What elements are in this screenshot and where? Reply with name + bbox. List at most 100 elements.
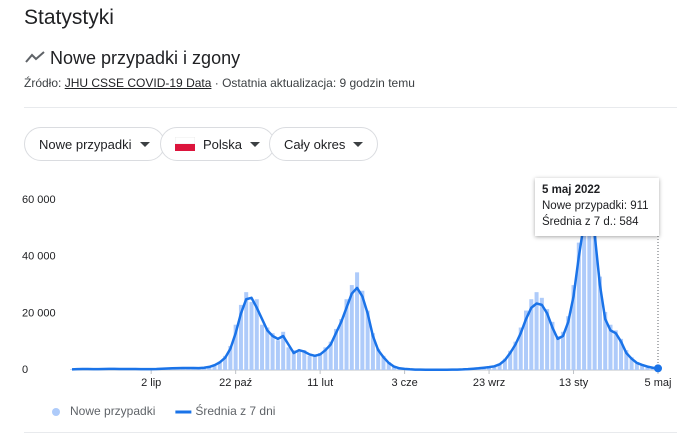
bar [582, 207, 587, 370]
bar [360, 290, 365, 370]
section-title: Nowe przypadki i zgony [50, 48, 241, 68]
source-link[interactable]: JHU CSSE COVID-19 Data [64, 76, 212, 90]
bar [370, 333, 375, 370]
y-tick-label: 40 000 [22, 251, 56, 263]
metric-dropdown[interactable]: Nowe przypadki [24, 127, 165, 161]
tooltip-value: 584 [619, 216, 639, 228]
source-line: Źródło: JHU CSSE COVID-19 Data · Ostatni… [24, 76, 415, 90]
tooltip-value: 911 [630, 200, 649, 212]
y-tick-label: 60 000 [22, 194, 56, 206]
bar [613, 330, 618, 370]
x-tick-label: 11 lut [307, 377, 333, 389]
bar [328, 341, 333, 370]
bar [302, 350, 307, 370]
bar [381, 355, 386, 370]
period-dropdown[interactable]: Cały okres [269, 127, 379, 161]
bar [502, 358, 507, 370]
x-tick-label: 13 sty [559, 377, 589, 389]
bar [624, 350, 629, 370]
bar [571, 285, 576, 370]
bar [629, 357, 634, 370]
bar [597, 276, 602, 370]
legend-label: Średnia z 7 dni [195, 403, 275, 418]
y-tick-label: 20 000 [22, 307, 56, 319]
bar [355, 272, 360, 370]
legend-swatch [52, 408, 60, 416]
dropdown-label: Nowe przypadki [39, 136, 132, 152]
dropdown-label: Cały okres [284, 136, 346, 152]
bar [555, 336, 560, 370]
bar [550, 321, 555, 370]
bar [645, 366, 650, 370]
bar [566, 316, 571, 370]
bar [212, 364, 217, 370]
tooltip-label: Nowe przypadki: [542, 200, 628, 212]
bar [254, 299, 259, 370]
bar [291, 350, 296, 370]
bar [323, 347, 328, 370]
dropdown-label: Polska [203, 136, 243, 152]
bar [70, 369, 74, 370]
bar [592, 219, 597, 370]
update-info: · Ostatnia aktualizacja: 9 godzin temu [214, 76, 415, 90]
bar [524, 310, 529, 370]
bar [217, 361, 222, 370]
source-label: Źródło: [24, 76, 62, 90]
bar [312, 354, 317, 370]
bar [260, 324, 265, 370]
bar [318, 353, 323, 370]
x-tick-label: 22 paź [219, 377, 252, 389]
x-tick-label: 5 maj [645, 377, 672, 389]
bar [634, 362, 639, 370]
bar [518, 327, 523, 370]
bar [603, 311, 608, 370]
bar [339, 319, 344, 370]
y-tick-label: 0 [22, 364, 28, 376]
legend-label: Nowe przypadki [70, 404, 155, 418]
bar [497, 363, 502, 370]
x-tick-label: 3 cze [391, 377, 417, 389]
bar [534, 292, 539, 370]
line [71, 210, 659, 371]
bar [386, 362, 391, 370]
bar [508, 350, 513, 370]
bar [392, 366, 397, 370]
bar [492, 365, 497, 370]
bar [265, 327, 270, 370]
bar [244, 292, 249, 370]
tooltip: 5 maj 2022 Nowe przypadki: 911 Średnia z… [535, 178, 659, 236]
bar [560, 331, 565, 370]
x-tick-label: 2 lip [141, 377, 161, 389]
bar [297, 351, 302, 370]
bar [587, 225, 592, 370]
bar [619, 338, 624, 370]
tooltip-label: Średnia z 7 d.: [542, 216, 617, 228]
bar [249, 302, 254, 370]
x-tick-label: 23 wrz [473, 377, 505, 389]
bar [228, 345, 233, 370]
country-dropdown[interactable]: Polska [160, 127, 276, 161]
tooltip-row: Średnia z 7 d.: 584 [542, 214, 652, 230]
tooltip-row: Nowe przypadki: 911 [542, 198, 652, 214]
bar [529, 299, 534, 370]
bar [376, 348, 381, 370]
trend-icon [25, 51, 45, 63]
hover-dot [654, 364, 662, 373]
tooltip-date: 5 maj 2022 [542, 184, 601, 196]
bar [307, 355, 312, 370]
bar [539, 297, 544, 370]
bar [270, 333, 275, 370]
divider [24, 432, 677, 433]
bar [640, 364, 645, 370]
bar [344, 299, 349, 370]
bar [545, 309, 550, 370]
page-title: Statystyki [24, 6, 114, 29]
bar [513, 341, 518, 370]
bar [349, 285, 354, 370]
bar [333, 328, 338, 370]
bar [223, 355, 228, 370]
bar [286, 347, 291, 370]
bar [275, 340, 280, 370]
